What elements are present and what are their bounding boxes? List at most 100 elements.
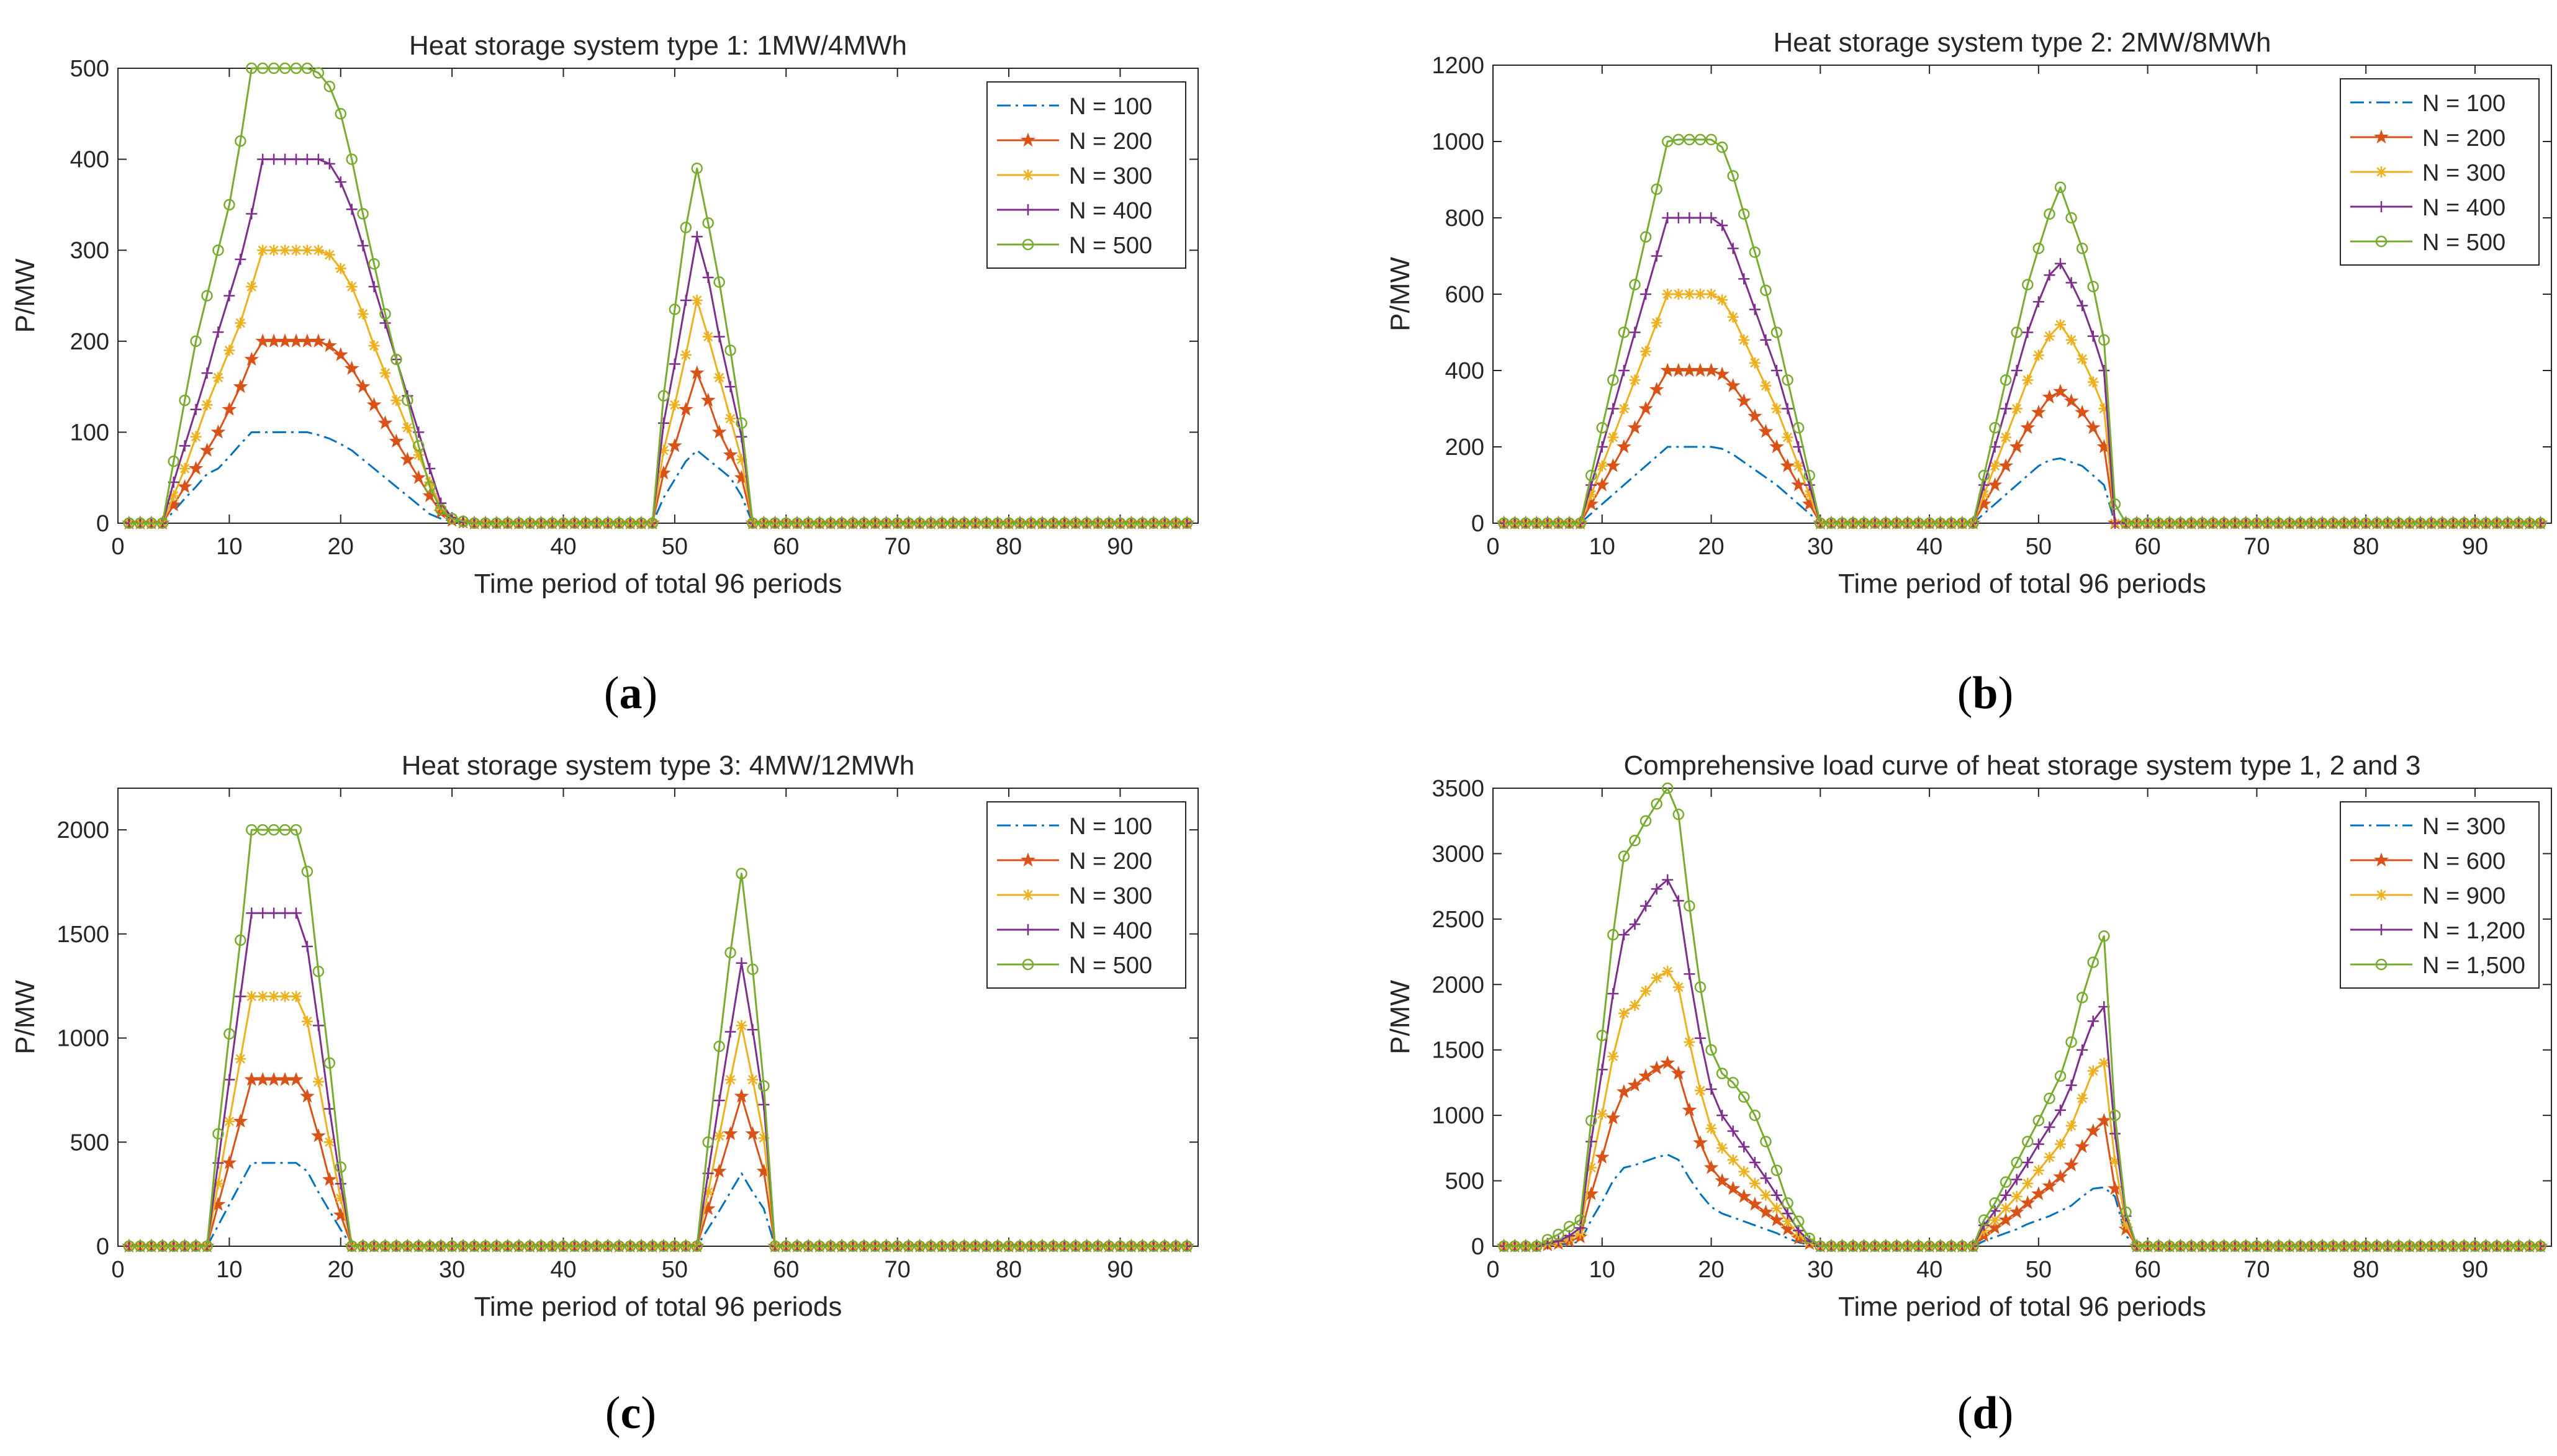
y-tick-label: 200: [70, 329, 109, 355]
data-point: [390, 1240, 402, 1252]
legend-label: N = 300: [1069, 883, 1152, 909]
data-point: [179, 440, 191, 452]
legend-label: N = 400: [1069, 918, 1152, 944]
data-point: [2022, 1157, 2034, 1169]
data-point: [1769, 1212, 1784, 1226]
data-point: [312, 965, 325, 977]
y-tick-label: 3500: [1432, 776, 1484, 802]
data-point: [1672, 808, 1685, 820]
data-point: [379, 367, 391, 379]
data-point: [1541, 1234, 1554, 1246]
data-point: [1638, 401, 1653, 415]
data-point: [2502, 1240, 2514, 1252]
data-point: [1749, 246, 1761, 258]
x-tick-label: 20: [1698, 534, 1724, 560]
caption-a: (a): [603, 668, 658, 719]
data-point: [1736, 1189, 1752, 1203]
data-point: [2087, 281, 2099, 292]
data-point: [333, 347, 348, 361]
data-point: [2447, 1240, 2460, 1252]
data-point: [1760, 1189, 1772, 1201]
y-tick-label: 200: [1445, 434, 1484, 461]
data-point: [235, 135, 246, 147]
data-point: [1649, 1060, 1664, 1075]
data-point: [335, 263, 346, 274]
data-point: [246, 991, 258, 1002]
data-point: [624, 517, 636, 529]
data-point: [468, 1240, 480, 1252]
data-point: [1574, 517, 1586, 529]
data-point: [212, 244, 224, 256]
data-point: [2077, 300, 2088, 312]
legend-marker: [1022, 238, 1034, 251]
data-point: [2022, 374, 2034, 386]
data-point: [691, 1240, 703, 1252]
data-point: [1092, 1240, 1104, 1252]
x-tick-label: 50: [662, 1257, 688, 1283]
data-point: [1705, 133, 1717, 146]
y-axis-label: P/MW: [1385, 257, 1415, 331]
data-point: [257, 245, 269, 256]
data-point: [424, 463, 436, 475]
data-point: [657, 444, 669, 456]
legend: N = 300 N = 600 N = 900 N = 1,200 N = 1,500: [2340, 801, 2540, 989]
data-point: [1858, 1240, 1870, 1252]
data-point: [1170, 1240, 1182, 1252]
data-point: [1585, 1136, 1597, 1148]
data-point: [1782, 403, 1793, 415]
data-point: [2480, 517, 2492, 529]
data-point: [1945, 517, 1957, 529]
chart-panel-3: 0 10 20 30 40 50 60 70 80 90 0 500 1000 1500 2000 Heat …: [10, 750, 1199, 1322]
data-point: [323, 81, 336, 92]
y-tick-label: 3000: [1432, 841, 1484, 867]
data-point: [689, 365, 705, 380]
data-point: [1705, 1083, 1717, 1095]
data-point: [2491, 1240, 2503, 1252]
legend-label: N = 200: [2422, 125, 2505, 151]
data-point: [1869, 1240, 1881, 1252]
data-point: [1617, 439, 1631, 454]
data-point: [891, 517, 903, 529]
data-point: [268, 824, 280, 836]
data-point: [1014, 1240, 1026, 1252]
y-tick-label: 400: [1445, 358, 1484, 384]
data-point: [1070, 517, 1081, 529]
series-1: [129, 1162, 1188, 1247]
data-point: [1553, 517, 1564, 529]
x-tick-label: 60: [773, 534, 799, 560]
data-point: [1672, 981, 1684, 993]
data-point: [2523, 1240, 2536, 1252]
data-point: [2011, 403, 2023, 415]
data-point: [1727, 1125, 1739, 1137]
data-point: [2044, 1151, 2055, 1163]
y-tick-label: 1500: [56, 922, 109, 948]
data-point: [290, 62, 302, 74]
data-point: [346, 1240, 358, 1252]
x-axis-label: Time period of total 96 periods: [1838, 1292, 2206, 1322]
data-point: [1934, 1240, 1946, 1252]
data-point: [1672, 133, 1685, 146]
data-point: [2360, 1240, 2372, 1252]
data-point: [1913, 517, 1924, 529]
series-line: [129, 1162, 1188, 1247]
data-point: [1114, 1240, 1126, 1252]
x-tick-label: 80: [996, 534, 1022, 560]
y-tick-label: 1000: [1432, 1103, 1484, 1129]
x-tick-label: 10: [1589, 1257, 1615, 1283]
data-point: [1081, 517, 1093, 529]
chart-panel-2: 0 10 20 30 40 50 60 70 80 90 0 200 400 600 800 1000 1200…: [1385, 27, 2552, 599]
y-tick-label: 300: [70, 238, 109, 264]
data-point: [156, 1240, 169, 1252]
data-point: [1956, 1240, 1968, 1252]
data-point: [1640, 900, 1652, 912]
data-point: [2000, 374, 2012, 386]
y-axis-label: P/MW: [10, 980, 40, 1054]
series-5: [123, 824, 1193, 1252]
data-point: [1836, 1240, 1848, 1252]
data-point: [210, 424, 226, 439]
data-point: [1137, 1240, 1148, 1252]
data-point: [2044, 208, 2055, 220]
data-point: [1553, 1228, 1564, 1241]
data-point: [1607, 374, 1619, 386]
y-tick-label: 800: [1445, 205, 1484, 231]
